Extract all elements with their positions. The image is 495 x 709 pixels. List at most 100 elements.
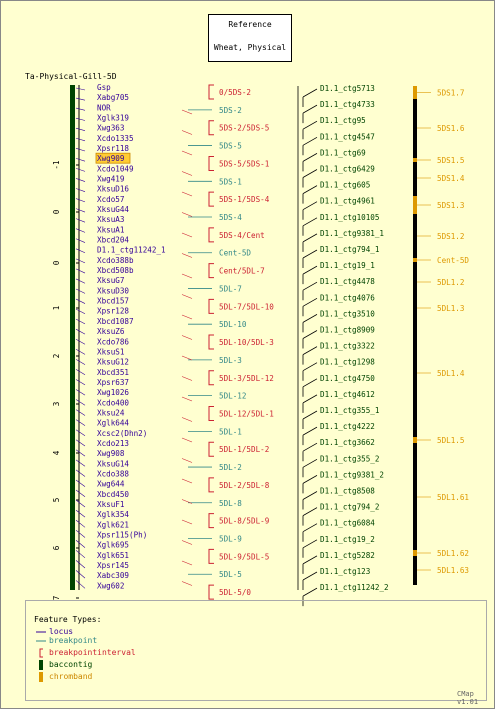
- chromband-label[interactable]: 5DL1.5: [437, 436, 464, 445]
- breakpoint-label[interactable]: 5DL-10: [219, 320, 247, 329]
- chromband-label[interactable]: 5DS1.3: [437, 201, 464, 210]
- locus-label[interactable]: Xpsr118: [97, 144, 129, 153]
- locus-label[interactable]: XksuF1: [97, 500, 125, 509]
- locus-label[interactable]: Xcdo1335: [97, 134, 134, 143]
- breakpoint-label[interactable]: 5DS-4: [219, 213, 242, 222]
- locus-label[interactable]: XksuG44: [97, 205, 129, 214]
- contig-label[interactable]: D1.1_ctg3662: [320, 438, 375, 447]
- locus-label[interactable]: Xglk621: [97, 520, 129, 529]
- breakpointinterval-label[interactable]: 5DL-2/5DL-8: [219, 481, 270, 490]
- locus-label[interactable]: Xcdo213: [97, 439, 129, 448]
- chromband-label[interactable]: 5DS1.5: [437, 156, 464, 165]
- contig-label[interactable]: D1.1_ctg11242_2: [320, 583, 389, 592]
- chromband-label[interactable]: 5DS1.7: [437, 89, 464, 98]
- locus-label[interactable]: Xpsr637: [97, 378, 129, 387]
- breakpointinterval-label[interactable]: Cent/5DL-7: [219, 267, 265, 276]
- locus-label[interactable]: XksuZ6: [97, 327, 125, 336]
- chromband-label[interactable]: 5DL1.2: [437, 278, 464, 287]
- locus-label[interactable]: Xabc309: [97, 571, 129, 580]
- contig-label[interactable]: D1.1_ctg95: [320, 116, 366, 125]
- breakpoint-label[interactable]: 5DL-8: [219, 499, 242, 508]
- locus-label[interactable]: Xwg363: [97, 124, 124, 133]
- chromband-label[interactable]: 5DL1.61: [437, 493, 469, 502]
- contig-label[interactable]: D1.1_ctg4961: [320, 197, 375, 206]
- breakpoint-label[interactable]: 5DS-2: [219, 106, 242, 115]
- locus-label[interactable]: Xbcd351: [97, 368, 129, 377]
- breakpointinterval-label[interactable]: 0/5DS-2: [219, 88, 251, 97]
- chromband-label[interactable]: 5DS1.2: [437, 232, 464, 241]
- chromband-segment[interactable]: [413, 86, 417, 99]
- contig-label[interactable]: D1.1_ctg605: [320, 181, 370, 190]
- contig-label[interactable]: D1.1_ctg4733: [320, 100, 375, 109]
- contig-label[interactable]: D1.1_ctg8909: [320, 326, 375, 335]
- locus-label[interactable]: Xcdo400: [97, 398, 129, 407]
- chromband-segment[interactable]: [413, 258, 417, 262]
- locus-label[interactable]: Xcdo57: [97, 195, 124, 204]
- locus-label[interactable]: Xcsc2(Dhn2): [97, 429, 147, 438]
- locus-label[interactable]: Xpsr115(Ph): [97, 530, 147, 539]
- breakpointinterval-label[interactable]: 5DL-7/5DL-10: [219, 302, 274, 311]
- locus-label[interactable]: Xwg602: [97, 581, 124, 590]
- breakpointinterval-label[interactable]: 5DL-5/0: [219, 588, 251, 597]
- map-title[interactable]: Ta-Physical-Gill-5D: [25, 72, 117, 81]
- contig-label[interactable]: D1.1_ctg794_2: [320, 503, 379, 512]
- contig-label[interactable]: D1.1_ctg4612: [320, 390, 375, 399]
- contig-label[interactable]: D1.1_ctg355_2: [320, 454, 379, 463]
- contig-label[interactable]: D1.1_ctg794_1: [320, 245, 380, 254]
- locus-label[interactable]: XksuA1: [97, 225, 125, 234]
- breakpointinterval-label[interactable]: 5DL-12/5DL-1: [219, 409, 274, 418]
- contig-label[interactable]: D1.1_ctg4478: [320, 277, 375, 286]
- locus-label[interactable]: Xbcd450: [97, 490, 129, 499]
- contig-label[interactable]: D1.1_ctg355_1: [320, 406, 380, 415]
- breakpoint-label[interactable]: 5DL-12: [219, 392, 246, 401]
- locus-label[interactable]: Xwg419: [97, 175, 125, 184]
- locus-label[interactable]: XksuA3: [97, 215, 124, 224]
- locus-label[interactable]: Xbcd1087: [97, 317, 134, 326]
- locus-label[interactable]: Xbcd204: [97, 236, 129, 245]
- locus-label[interactable]: Xabg705: [97, 93, 129, 102]
- contig-label[interactable]: D1.1_ctg10105: [320, 213, 379, 222]
- contig-label[interactable]: D1.1_ctg123: [320, 567, 370, 576]
- contig-label[interactable]: D1.1_ctg3322: [320, 342, 375, 351]
- contig-label[interactable]: D1.1_ctg4547: [320, 132, 375, 141]
- breakpointinterval-label[interactable]: 5DL-9/5DL-5: [219, 552, 269, 561]
- locus-label[interactable]: Xbcd157: [97, 297, 129, 306]
- locus-label[interactable]: Xglk319: [97, 114, 129, 123]
- contig-label[interactable]: D1.1_ctg5713: [320, 84, 375, 93]
- breakpointinterval-label[interactable]: 5DL-3/5DL-12: [219, 374, 274, 383]
- breakpoint-label[interactable]: 5DL-5: [219, 570, 242, 579]
- locus-label[interactable]: XksuD30: [97, 286, 129, 295]
- locus-label[interactable]: Xwg909: [97, 154, 125, 163]
- locus-label[interactable]: Xwg644: [97, 480, 125, 489]
- breakpointinterval-label[interactable]: 5DS-1/5DS-4: [219, 195, 270, 204]
- breakpoint-label[interactable]: 5DL-7: [219, 284, 242, 293]
- chromband-segment[interactable]: [413, 437, 417, 443]
- locus-label[interactable]: XksuD16: [97, 185, 129, 194]
- breakpointinterval-label[interactable]: 5DS-5/5DS-1: [219, 159, 270, 168]
- locus-label[interactable]: XksuG12: [97, 358, 129, 367]
- locus-label[interactable]: XksuG7: [97, 276, 124, 285]
- contig-label[interactable]: D1.1_ctg8508: [320, 487, 375, 496]
- breakpoint-label[interactable]: 5DL-9: [219, 535, 242, 544]
- contig-label[interactable]: D1.1_ctg69: [320, 148, 366, 157]
- locus-label[interactable]: D1.1_ctg11242_1: [97, 246, 166, 255]
- breakpoint-label[interactable]: Cent-5D: [219, 249, 251, 258]
- breakpointinterval-label[interactable]: 5DS-2/5DS-5: [219, 124, 269, 133]
- locus-label[interactable]: Xbcd508b: [97, 266, 134, 275]
- contig-label[interactable]: D1.1_ctg4076: [320, 293, 375, 302]
- chromband-segment[interactable]: [413, 158, 417, 162]
- locus-label[interactable]: Xpsr128: [97, 307, 129, 316]
- locus-label[interactable]: Gsp: [97, 83, 111, 92]
- locus-label[interactable]: Xksu24: [97, 408, 125, 417]
- chromband-label[interactable]: 5DL1.4: [437, 369, 465, 378]
- breakpointinterval-label[interactable]: 5DL-1/5DL-2: [219, 445, 269, 454]
- contig-label[interactable]: D1.1_ctg6429: [320, 165, 375, 174]
- chromosome-bar[interactable]: [70, 85, 75, 590]
- locus-label[interactable]: NOR: [97, 103, 111, 112]
- locus-label[interactable]: Xglk354: [97, 510, 129, 519]
- locus-label[interactable]: Xwg1026: [97, 388, 129, 397]
- breakpoint-label[interactable]: 5DS-5: [219, 142, 242, 151]
- locus-label[interactable]: Xcdo388: [97, 469, 129, 478]
- locus-label[interactable]: Xpsr145: [97, 561, 129, 570]
- breakpointinterval-label[interactable]: 5DL-10/5DL-3: [219, 338, 274, 347]
